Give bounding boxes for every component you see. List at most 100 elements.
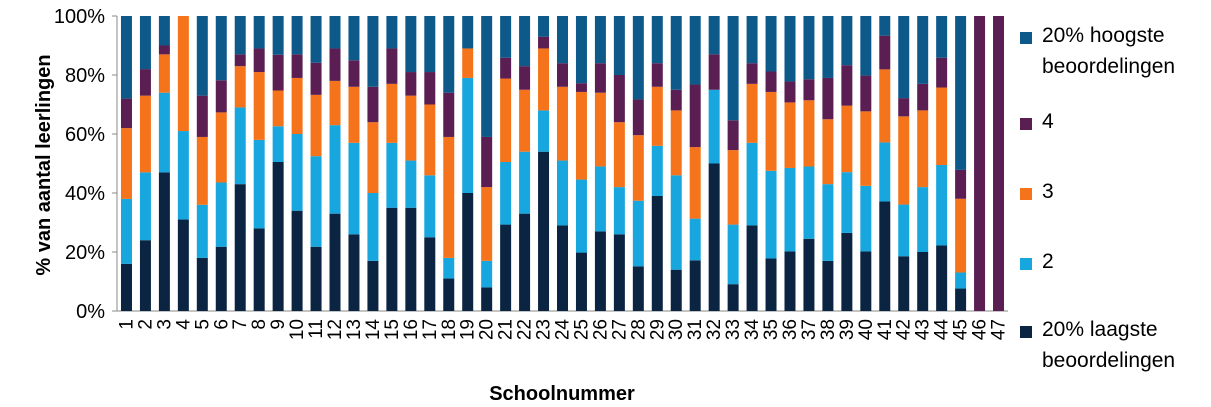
x-tick-label: 2 xyxy=(135,319,156,330)
bar-segment xyxy=(424,72,436,105)
bar-segment xyxy=(462,48,474,78)
bar-segment xyxy=(443,16,455,93)
bar-segment xyxy=(879,16,891,36)
bar-segment xyxy=(784,81,796,103)
bar-segment xyxy=(651,16,663,64)
legend-swatch xyxy=(1020,32,1032,44)
y-tick-label: 60% xyxy=(65,124,105,146)
bar-segment xyxy=(196,95,208,137)
bar-segment xyxy=(196,204,208,258)
bar-segment xyxy=(481,16,493,137)
bar-segment xyxy=(538,48,550,111)
bar-segment xyxy=(936,16,948,58)
bar-segment xyxy=(310,94,322,157)
x-tick-label: 38 xyxy=(818,319,839,340)
x-tick-label: 27 xyxy=(609,319,630,340)
bar-segment xyxy=(689,218,701,261)
bar-segment xyxy=(196,16,208,96)
bar-segment xyxy=(253,72,265,140)
bar-segment xyxy=(822,16,834,78)
bar-segment xyxy=(613,234,625,311)
bar-segment xyxy=(215,16,227,81)
bar-segment xyxy=(689,147,701,219)
bar-segment xyxy=(367,260,379,311)
legend-swatch xyxy=(1020,326,1032,338)
bar-segment xyxy=(234,184,246,311)
x-tick-label: 41 xyxy=(875,319,896,340)
bar-segment xyxy=(898,116,910,205)
bar-segment xyxy=(367,193,379,261)
bar-segment xyxy=(860,16,872,76)
bar-segment xyxy=(500,57,512,79)
x-tick-label: 4 xyxy=(173,319,194,330)
bar-segment xyxy=(139,172,151,241)
bar-segment xyxy=(215,182,227,247)
bar-segment xyxy=(158,54,170,93)
bar-segment xyxy=(196,136,208,205)
x-tick-label: 10 xyxy=(287,319,308,340)
bar-segment xyxy=(803,79,815,101)
bar-segment xyxy=(120,98,132,129)
x-tick-label: 24 xyxy=(553,319,574,341)
bar-segment xyxy=(120,263,132,311)
bar-segment xyxy=(538,36,550,49)
x-tick-label: 26 xyxy=(590,319,611,340)
bar-segment xyxy=(405,160,417,208)
x-tick-label: 12 xyxy=(325,319,346,340)
bar-segment xyxy=(462,193,474,311)
bar-segment xyxy=(613,187,625,235)
bar-segment xyxy=(215,112,227,183)
bar-segment xyxy=(860,185,872,252)
bar-segment xyxy=(253,16,265,49)
bar-segment xyxy=(348,234,360,311)
bar-segment xyxy=(765,16,777,72)
bar-segment xyxy=(234,16,246,55)
bar-segment xyxy=(632,99,644,136)
bar-segment xyxy=(158,16,170,46)
x-tick-label: 22 xyxy=(515,319,536,340)
x-tick-label: 3 xyxy=(154,319,175,330)
x-tick-label: 18 xyxy=(439,319,460,340)
bar-segment xyxy=(955,198,967,273)
y-tick-label: 100% xyxy=(54,6,105,28)
bar-segment xyxy=(803,238,815,311)
legend-label: 3 xyxy=(1042,180,1054,203)
bar-segment xyxy=(291,77,303,134)
bar-segment xyxy=(462,77,474,193)
bar-segment xyxy=(158,45,170,55)
bar-segment xyxy=(405,95,417,161)
x-tick-label: 8 xyxy=(249,319,270,330)
bar-segment xyxy=(443,278,455,311)
bar-segment xyxy=(879,142,891,202)
bar-segment xyxy=(329,48,341,81)
bar-segment xyxy=(955,288,967,311)
x-tick-label: 43 xyxy=(913,319,934,340)
bar-segment xyxy=(708,16,720,55)
bar-segment xyxy=(139,240,151,311)
bar-segment xyxy=(424,16,436,73)
bar-segment xyxy=(367,86,379,123)
bar-segment xyxy=(860,251,872,311)
bar-segment xyxy=(139,16,151,70)
bar-segment xyxy=(310,16,322,63)
bar-segment xyxy=(348,16,360,61)
bar-segment xyxy=(727,120,739,151)
bar-segment xyxy=(632,16,644,100)
bar-segment xyxy=(689,16,701,85)
bar-segment xyxy=(594,16,606,64)
bar-segment xyxy=(879,69,891,143)
bar-segment xyxy=(955,272,967,289)
bar-segment xyxy=(405,207,417,311)
bar-segment xyxy=(291,16,303,55)
x-axis-title: Schoolnummer xyxy=(489,383,635,405)
bar-segment xyxy=(860,75,872,112)
x-tick-labels: 1234567891011121314151617181920212223242… xyxy=(116,319,1009,341)
bar-segment xyxy=(670,269,682,311)
bar-segment xyxy=(519,151,531,214)
x-tick-label: 37 xyxy=(799,319,820,340)
y-axis-title: % van aantal leerlingen xyxy=(33,54,55,275)
bar-segment xyxy=(594,63,606,93)
bar-segment xyxy=(272,162,284,311)
bar-segment xyxy=(329,125,341,214)
